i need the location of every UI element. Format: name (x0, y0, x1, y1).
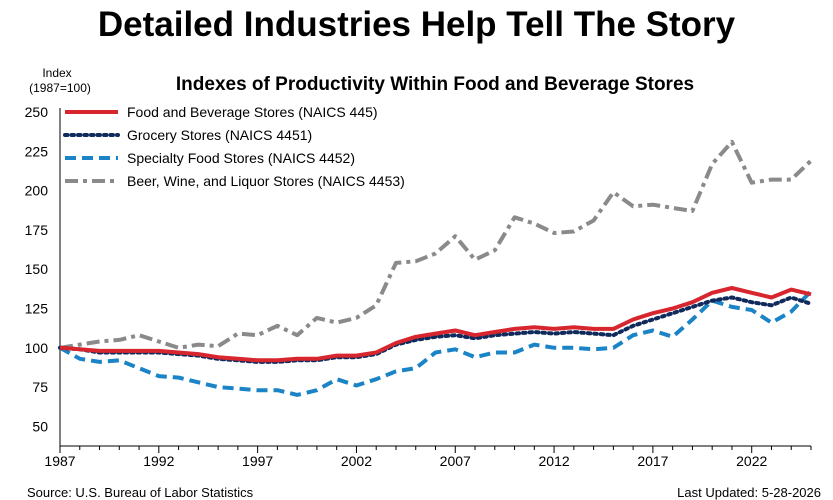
x-tick-label: 2012 (539, 453, 570, 469)
y-axis-label: Index (42, 66, 71, 80)
y-tick-label: 225 (25, 143, 49, 159)
legend: Food and Beverage Stores (NAICS 445) Groc… (63, 104, 405, 189)
page-title: Detailed Industries Help Tell The Story (97, 5, 736, 44)
x-tick-label: 1992 (143, 453, 174, 469)
x-tick-label: 1997 (242, 453, 273, 469)
x-axis: 1987 1992 1997 2002 2007 2012 2017 2022 (44, 445, 812, 469)
series-food-beverage-line (59, 286, 812, 363)
last-updated-note: Last Updated: 5-28-2026 (677, 485, 821, 500)
x-tick-label: 2002 (341, 453, 372, 469)
chart-title: Indexes of Productivity Within Food and … (176, 74, 694, 95)
series-beer-wine-liquor-line (59, 139, 813, 350)
y-tick-label: 50 (32, 418, 48, 434)
legend-specialty-label: Specialty Food Stores (NAICS 4452) (127, 150, 355, 166)
x-tick-label: 1987 (44, 453, 75, 469)
series-specialty-line (59, 289, 813, 397)
legend-food-beverage-label: Food and Beverage Stores (NAICS 445) (127, 104, 378, 120)
y-tick-label: 175 (25, 222, 49, 238)
y-tick-label: 100 (25, 340, 49, 356)
y-tick-label: 125 (25, 300, 49, 316)
x-tick-label: 2007 (440, 453, 471, 469)
source-note: Source: U.S. Bureau of Labor Statistics (27, 485, 254, 500)
x-tick-label: 2017 (637, 453, 668, 469)
legend-grocery-label: Grocery Stores (NAICS 4451) (127, 127, 312, 143)
y-tick-label: 200 (25, 183, 49, 199)
series-layer (58, 139, 813, 397)
y-tick-label: 75 (32, 379, 48, 395)
y-axis: 50 75 100 125 150 175 200 225 250 (25, 104, 61, 446)
x-tick-label: 2022 (736, 453, 767, 469)
legend-beer-wine-liquor-label: Beer, Wine, and Liquor Stores (NAICS 445… (127, 173, 405, 189)
y-tick-label: 250 (25, 104, 49, 120)
y-tick-label: 150 (25, 261, 49, 277)
y-axis-label-sub: (1987=100) (29, 81, 91, 95)
